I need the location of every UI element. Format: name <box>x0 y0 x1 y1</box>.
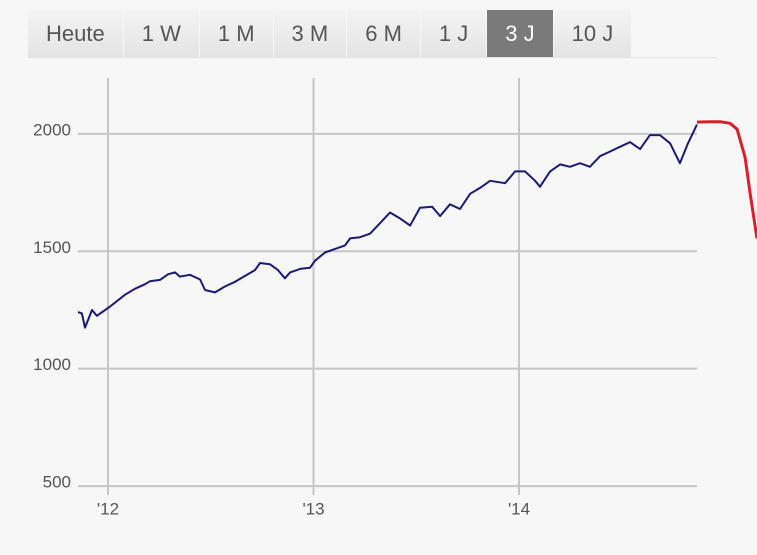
y-tick-label: 500 <box>43 473 71 492</box>
range-tab[interactable]: 3 J <box>487 10 554 57</box>
line <box>696 120 757 239</box>
range-tab[interactable]: 10 J <box>553 10 633 57</box>
range-tab[interactable]: 1 W <box>123 10 200 57</box>
x-tick-label: '13 <box>302 499 324 518</box>
range-tab[interactable]: Heute <box>28 10 124 57</box>
range-tab[interactable]: 1 M <box>199 10 274 57</box>
range-tab[interactable]: 3 M <box>273 10 348 57</box>
x-tick-label: '14 <box>508 499 530 518</box>
y-tick-label: 1000 <box>33 355 71 374</box>
y-tick-label: 1500 <box>33 238 71 257</box>
range-tab[interactable]: 1 J <box>420 10 488 57</box>
x-tick-label: '12 <box>97 499 119 518</box>
range-tab[interactable]: 6 M <box>347 10 421 57</box>
y-tick-label: 2000 <box>33 120 71 139</box>
line <box>77 124 698 329</box>
